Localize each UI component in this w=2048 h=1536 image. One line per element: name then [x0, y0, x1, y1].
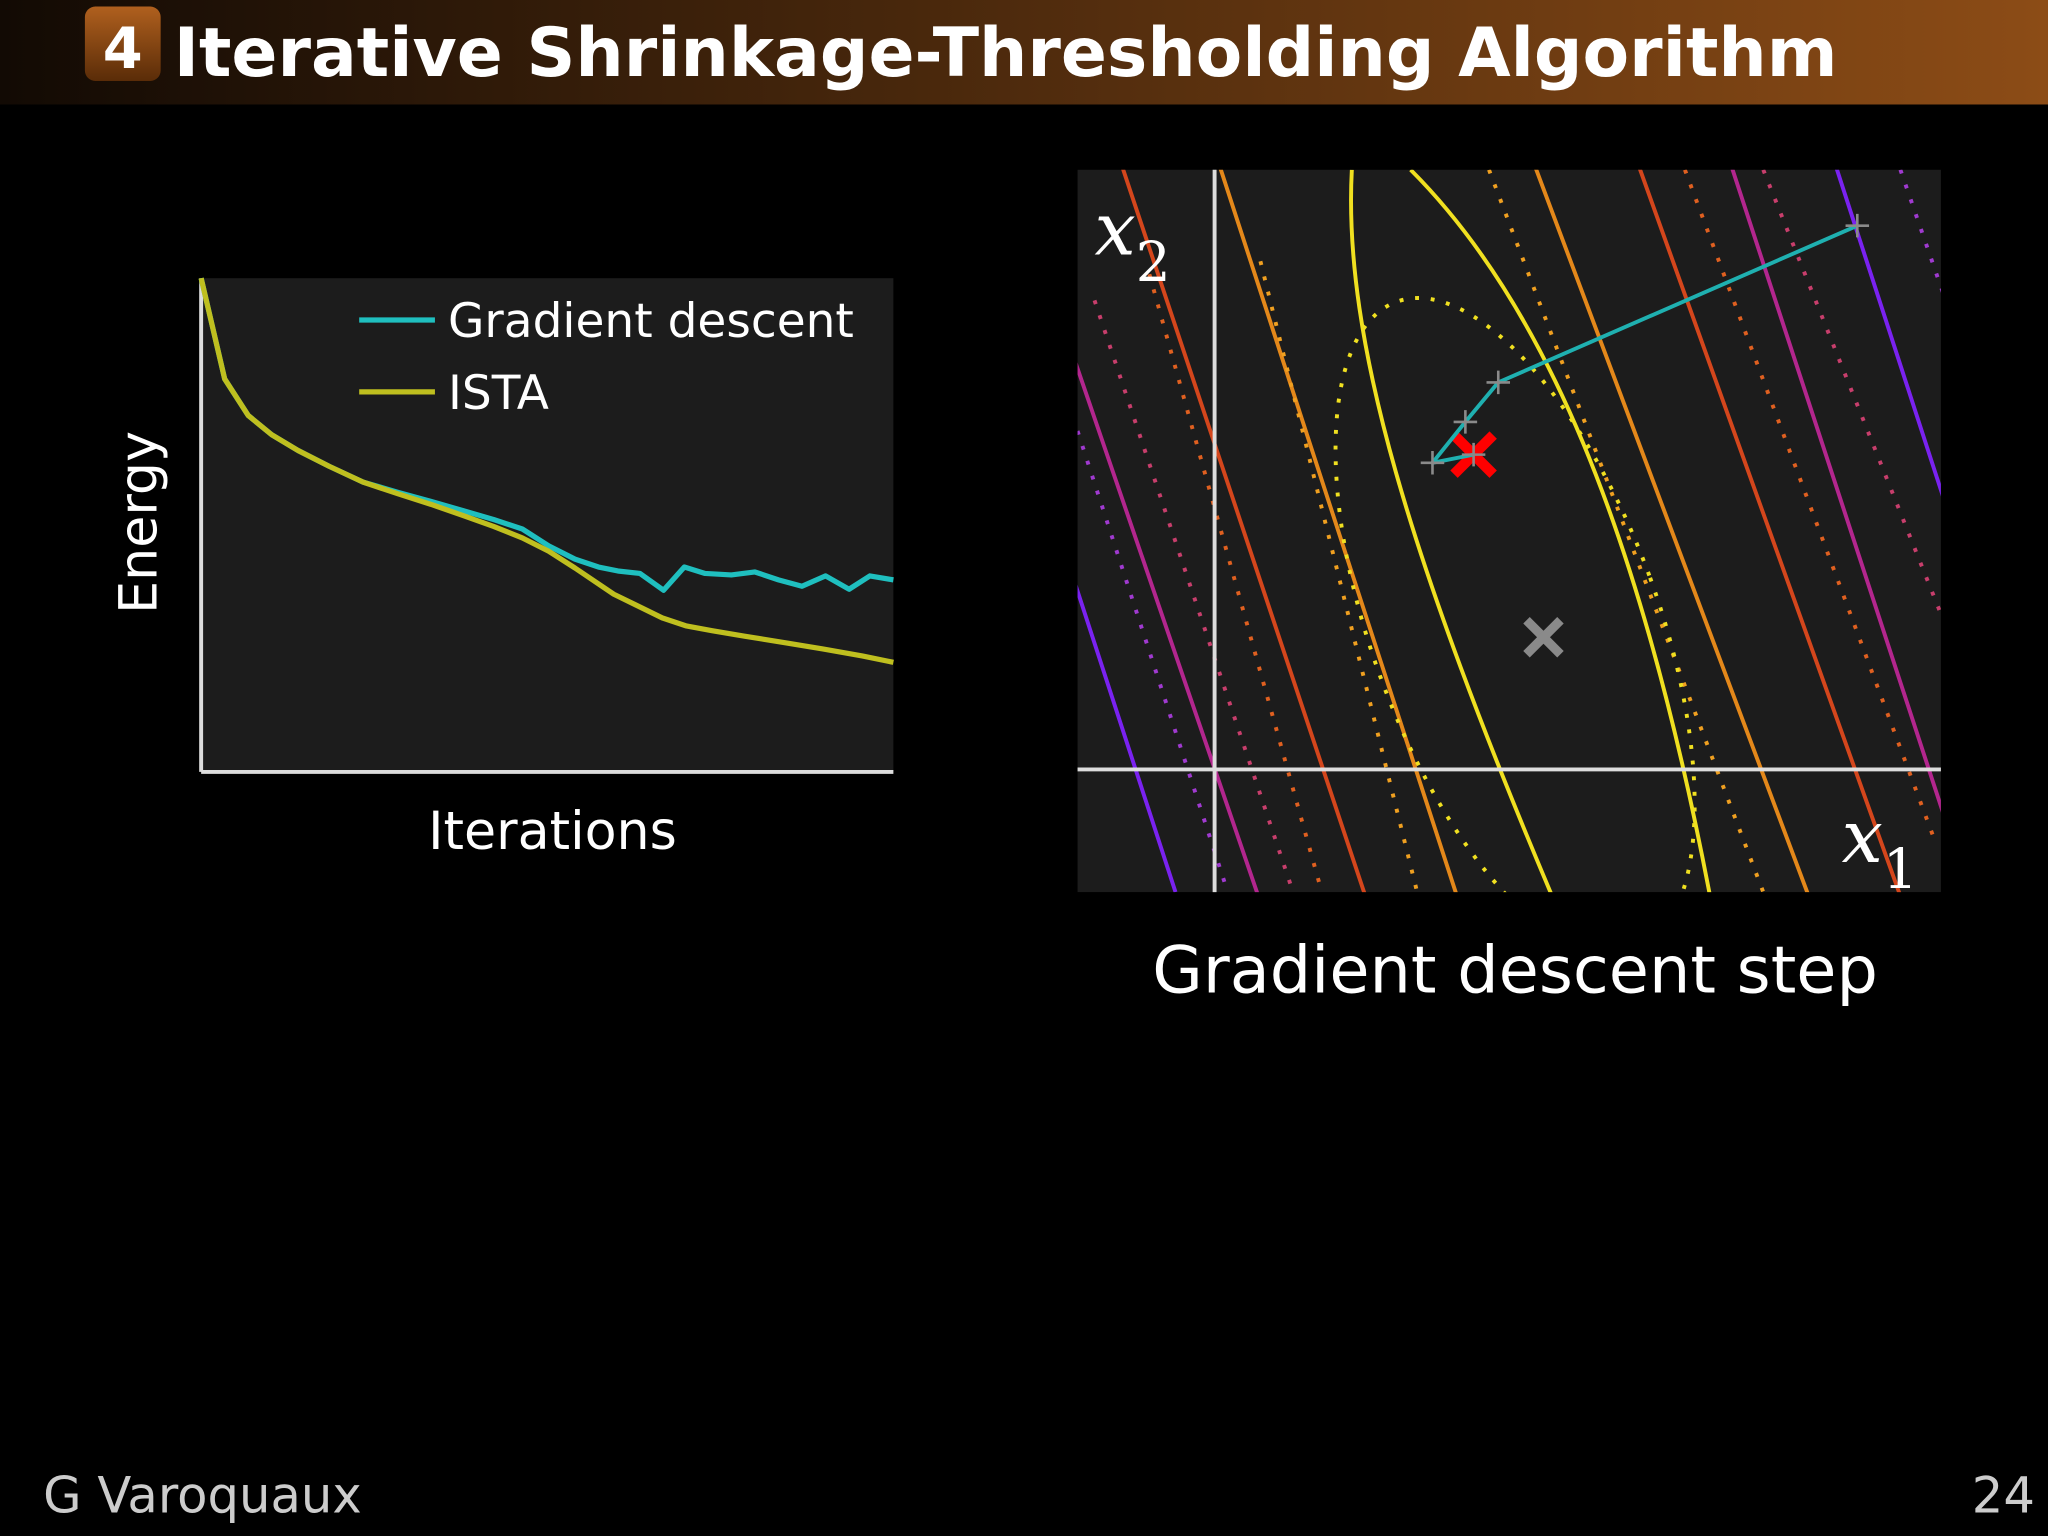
contour-line [1218, 169, 1810, 893]
contour-area [1077, 169, 1941, 893]
section-number: 4 [103, 15, 143, 82]
step-point [1461, 442, 1486, 467]
marker [1523, 617, 1564, 658]
step-point [1486, 370, 1511, 395]
step-point [1420, 451, 1445, 475]
contour-line [1092, 169, 1941, 893]
y-axis-label: x2 [1095, 188, 1171, 294]
dotted-contours [1077, 169, 1941, 893]
contour-line [1147, 169, 1935, 893]
contour-line [1077, 169, 1941, 893]
contour-line [1077, 169, 1941, 893]
contour-line [1077, 169, 1941, 893]
contour-line [1333, 296, 1697, 893]
contour-line [1121, 169, 1902, 893]
footer-page: 24 [1972, 1466, 2035, 1524]
contour-line [1349, 169, 1712, 893]
plot-area [201, 278, 894, 772]
label-subscript: 1 [1883, 837, 1918, 901]
contour-line [1258, 169, 1766, 893]
label-subscript: 2 [1136, 230, 1171, 294]
step-point [1845, 213, 1870, 238]
footer-author: G Varoquaux [43, 1466, 362, 1524]
y-axis-label: Energy [110, 431, 170, 614]
legend-label: ISTA [448, 366, 549, 421]
legend-label: Gradient descent [448, 294, 854, 349]
header-bar [0, 0, 2048, 105]
x-axis-label: Iterations [428, 802, 677, 862]
label-base: x [1095, 188, 1136, 273]
section-badge [84, 6, 161, 81]
label-base: x [1842, 795, 1883, 880]
step-point [1453, 410, 1478, 434]
x-axis-label: x1 [1842, 795, 1918, 901]
data-line [198, 277, 894, 665]
contours [1077, 169, 1941, 893]
chart-caption: Gradient descent step [1152, 933, 1878, 1009]
marker-stroke [1523, 617, 1564, 658]
slide-title: Iterative Shrinkage-Thresholding Algorit… [174, 14, 1838, 93]
